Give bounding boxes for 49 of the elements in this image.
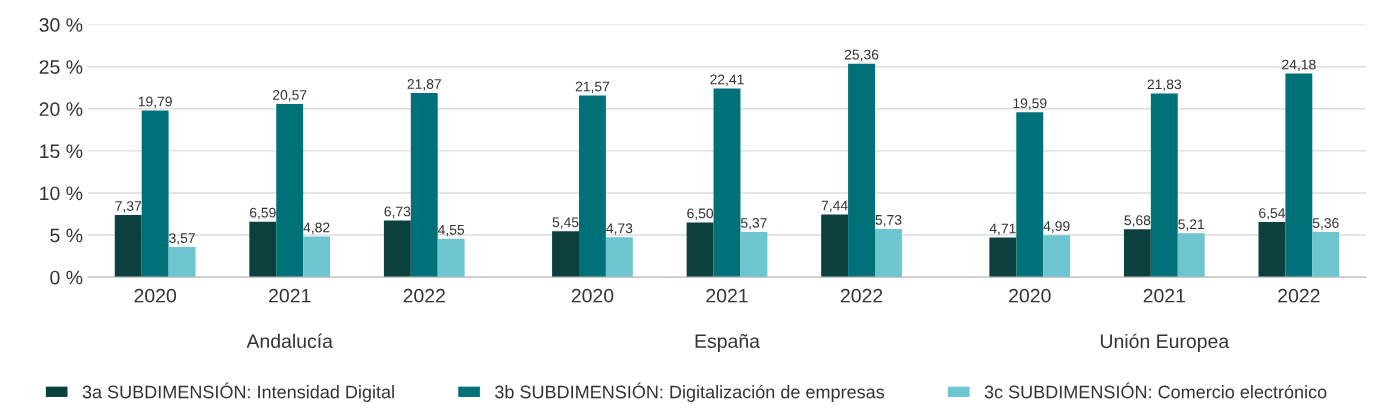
- data-label: 6,50: [687, 208, 714, 220]
- x-tick-label: 2022: [1278, 288, 1320, 303]
- data-label: 24,18: [1282, 59, 1316, 72]
- data-label: 21,87: [407, 79, 441, 91]
- data-label: 19,59: [1013, 98, 1047, 110]
- y-tick-label: 10 %: [40, 186, 83, 201]
- text: Unión Europea: [1100, 333, 1230, 352]
- data-label: 3,57: [169, 233, 195, 245]
- data-label: 6,73: [384, 206, 411, 219]
- data-label: 6,59: [249, 207, 276, 220]
- x-tick-label: 2022: [403, 288, 445, 303]
- data-label: 5,21: [1178, 219, 1205, 231]
- x-tick-label: 2021: [706, 288, 748, 303]
- y-tick-label: 15 %: [40, 144, 83, 159]
- data-label: 4,55: [437, 225, 465, 237]
- legend-label: 3a SUBDIMENSIÓN: Intensidad Digital: [82, 382, 394, 402]
- data-label: 20,57: [273, 90, 307, 102]
- x-tick-label: 2020: [134, 288, 177, 303]
- data-label: 7,44: [821, 200, 848, 213]
- data-label: 5,73: [875, 214, 902, 227]
- x-tick-label: 2022: [840, 288, 883, 303]
- text: España: [695, 333, 760, 352]
- x-tick-label: 2021: [1143, 288, 1185, 303]
- data-label: 25,36: [844, 49, 879, 62]
- data-label: 21,57: [575, 81, 610, 94]
- legend-label: 3b SUBDIMENSIÓN: Digitalización de empresas: [495, 382, 885, 402]
- data-label: 5,68: [1124, 215, 1151, 227]
- data-label: 4,73: [606, 223, 633, 235]
- data-label: 21,83: [1147, 79, 1182, 91]
- data-label: 6,54: [1259, 208, 1286, 220]
- data-label: 4,99: [1043, 221, 1070, 233]
- data-label: 19,79: [138, 96, 172, 109]
- x-tick-label: 2021: [269, 288, 311, 303]
- x-tick-label: 2020: [1009, 288, 1051, 303]
- y-tick-label: 25 %: [39, 60, 83, 74]
- legend-label: 3c SUBDIMENSIÓN: Comercio electrónico: [984, 382, 1327, 399]
- data-label: 5,37: [740, 217, 767, 230]
- y-tick-label: 5 %: [50, 228, 83, 243]
- data-label: 5,45: [552, 217, 579, 229]
- data-label: 7,37: [115, 201, 142, 213]
- y-tick-label: 30 %: [39, 18, 83, 32]
- data-label: 4,82: [303, 222, 330, 235]
- text: Andalucía: [246, 333, 333, 349]
- data-label: 5,36: [1312, 218, 1339, 230]
- y-tick-label: 20 %: [39, 102, 83, 117]
- y-tick-label: 0 %: [50, 270, 83, 285]
- x-tick-label: 2020: [571, 288, 614, 303]
- data-label: 22,41: [710, 74, 744, 86]
- data-label: 4,71: [989, 223, 1016, 236]
